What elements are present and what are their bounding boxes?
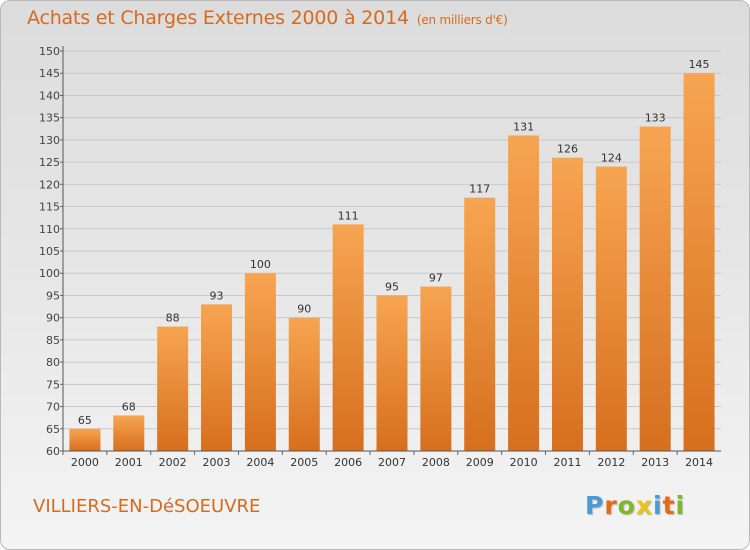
bar bbox=[420, 286, 452, 451]
y-tick-label: 120 bbox=[39, 178, 60, 191]
y-tick-label: 100 bbox=[39, 267, 60, 280]
y-tick-label: 75 bbox=[46, 378, 60, 391]
data-label: 68 bbox=[122, 400, 136, 413]
data-label: 133 bbox=[645, 112, 666, 125]
y-tick-label: 60 bbox=[46, 445, 60, 458]
x-tick-label: 2006 bbox=[334, 456, 362, 469]
data-label: 93 bbox=[210, 289, 224, 302]
bar bbox=[157, 326, 189, 451]
bar bbox=[201, 304, 233, 451]
bar bbox=[595, 166, 627, 452]
x-tick-label: 2008 bbox=[422, 456, 450, 469]
logo-letter: o bbox=[617, 491, 636, 520]
bar bbox=[332, 224, 364, 451]
bar bbox=[376, 295, 408, 451]
x-tick-label: 2011 bbox=[553, 456, 581, 469]
logo-letter: P bbox=[585, 491, 605, 520]
x-tick-label: 2013 bbox=[641, 456, 669, 469]
x-tick-label: 2007 bbox=[378, 456, 406, 469]
labels: 60 65 70 75 80 85 90 95 100 105 110 115 120 125 130 135… bbox=[39, 45, 713, 469]
logo-letter: t bbox=[662, 491, 676, 520]
data-label: 145 bbox=[689, 58, 710, 71]
y-tick-label: 125 bbox=[39, 156, 60, 169]
y-tick-label: 135 bbox=[39, 112, 60, 125]
data-label: 95 bbox=[385, 280, 399, 293]
y-tick-label: 145 bbox=[39, 67, 60, 80]
data-label: 100 bbox=[250, 258, 271, 271]
axes bbox=[60, 46, 721, 455]
x-tick-label: 2012 bbox=[597, 456, 625, 469]
data-label: 97 bbox=[429, 272, 443, 285]
chart-title: Achats et Charges Externes 2000 à 2014 (e… bbox=[27, 7, 508, 29]
title-unit: (en milliers d'€) bbox=[416, 13, 508, 27]
x-tick-label: 2010 bbox=[510, 456, 538, 469]
y-tick-label: 115 bbox=[39, 201, 60, 214]
bar bbox=[288, 317, 320, 451]
y-tick-label: 110 bbox=[39, 223, 60, 236]
y-tick-label: 95 bbox=[46, 289, 60, 302]
data-label: 117 bbox=[469, 183, 490, 196]
bars bbox=[69, 73, 715, 452]
y-tick-label: 85 bbox=[46, 334, 60, 347]
x-tick-label: 2000 bbox=[71, 456, 99, 469]
x-tick-label: 2003 bbox=[203, 456, 231, 469]
y-tick-label: 130 bbox=[39, 134, 60, 147]
logo-letter: i bbox=[653, 491, 663, 520]
y-tick-label: 105 bbox=[39, 245, 60, 258]
data-label: 126 bbox=[557, 143, 578, 156]
title-text: Achats et Charges Externes 2000 à 2014 bbox=[27, 7, 409, 29]
x-tick-label: 2005 bbox=[290, 456, 318, 469]
logo-letter: x bbox=[635, 491, 653, 520]
x-tick-label: 2001 bbox=[115, 456, 143, 469]
bar bbox=[551, 157, 583, 451]
bar bbox=[69, 428, 101, 451]
y-tick-label: 80 bbox=[46, 356, 60, 369]
data-label: 131 bbox=[513, 120, 534, 133]
data-label: 90 bbox=[297, 303, 311, 316]
logo-letter: r bbox=[604, 491, 618, 520]
x-tick-label: 2004 bbox=[246, 456, 274, 469]
y-tick-label: 65 bbox=[46, 423, 60, 436]
y-tick-label: 90 bbox=[46, 312, 60, 325]
y-tick-label: 150 bbox=[39, 45, 60, 58]
bar bbox=[113, 415, 145, 451]
commune-name: VILLIERS-EN-DéSOEUVRE bbox=[33, 496, 261, 517]
bar bbox=[244, 273, 276, 451]
data-label: 111 bbox=[338, 209, 359, 222]
data-label: 65 bbox=[78, 414, 92, 427]
x-tick-label: 2002 bbox=[159, 456, 187, 469]
x-tick-label: 2009 bbox=[466, 456, 494, 469]
bar bbox=[683, 73, 715, 451]
bar bbox=[508, 135, 540, 451]
proxiti-logo: Proxiti bbox=[585, 491, 685, 520]
data-label: 88 bbox=[166, 312, 180, 325]
bar bbox=[464, 197, 496, 451]
y-tick-label: 140 bbox=[39, 89, 60, 102]
x-tick-label: 2014 bbox=[685, 456, 713, 469]
logo-letter: i bbox=[675, 491, 686, 520]
bar bbox=[639, 126, 671, 452]
data-label: 124 bbox=[601, 152, 622, 165]
y-tick-label: 70 bbox=[46, 401, 60, 414]
